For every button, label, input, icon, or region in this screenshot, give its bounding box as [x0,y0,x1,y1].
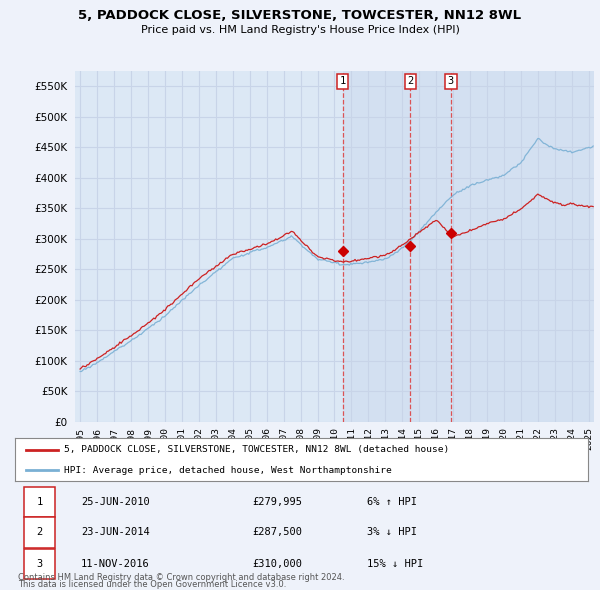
Text: 3: 3 [448,76,454,86]
Text: 1: 1 [340,76,346,86]
Text: 11-NOV-2016: 11-NOV-2016 [81,559,149,569]
Text: 5, PADDOCK CLOSE, SILVERSTONE, TOWCESTER, NN12 8WL (detached house): 5, PADDOCK CLOSE, SILVERSTONE, TOWCESTER… [64,445,449,454]
Text: 23-JUN-2014: 23-JUN-2014 [81,527,149,537]
Text: Contains HM Land Registry data © Crown copyright and database right 2024.: Contains HM Land Registry data © Crown c… [18,573,344,582]
Text: HPI: Average price, detached house, West Northamptonshire: HPI: Average price, detached house, West… [64,466,391,474]
Text: £279,995: £279,995 [253,497,303,507]
FancyBboxPatch shape [23,517,55,548]
Text: 15% ↓ HPI: 15% ↓ HPI [367,559,424,569]
Text: 2: 2 [36,527,43,537]
Text: Price paid vs. HM Land Registry's House Price Index (HPI): Price paid vs. HM Land Registry's House … [140,25,460,35]
Bar [343,71,594,422]
FancyBboxPatch shape [23,487,55,517]
Text: 3: 3 [36,559,43,569]
Text: £287,500: £287,500 [253,527,303,537]
Text: This data is licensed under the Open Government Licence v3.0.: This data is licensed under the Open Gov… [18,581,286,589]
FancyBboxPatch shape [23,549,55,579]
Text: 3% ↓ HPI: 3% ↓ HPI [367,527,418,537]
Text: 5, PADDOCK CLOSE, SILVERSTONE, TOWCESTER, NN12 8WL: 5, PADDOCK CLOSE, SILVERSTONE, TOWCESTER… [79,9,521,22]
Text: 6% ↑ HPI: 6% ↑ HPI [367,497,418,507]
Text: 25-JUN-2010: 25-JUN-2010 [81,497,149,507]
Text: 2: 2 [407,76,413,86]
Text: 1: 1 [36,497,43,507]
Text: £310,000: £310,000 [253,559,303,569]
